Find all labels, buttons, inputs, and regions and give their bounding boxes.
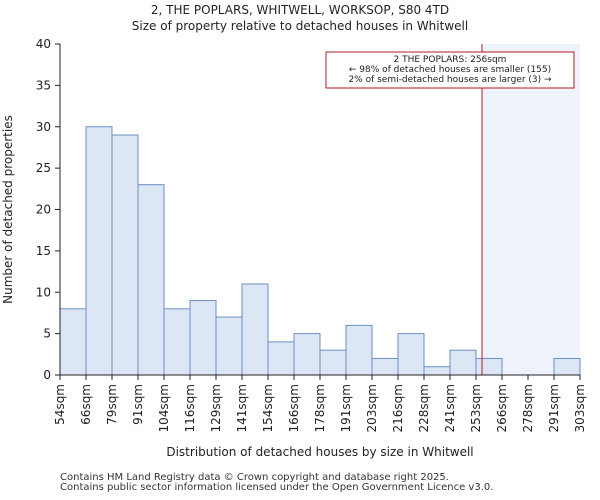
x-tick-label: 266sqm bbox=[495, 384, 509, 432]
x-tick-label: 116sqm bbox=[183, 384, 197, 432]
bar-141sqm bbox=[241, 283, 269, 376]
bar-166sqm bbox=[293, 333, 321, 376]
bar-178sqm bbox=[319, 349, 347, 376]
footer-attribution-1: Contains HM Land Registry data © Crown c… bbox=[60, 472, 449, 483]
x-tick-label: 228sqm bbox=[417, 384, 431, 432]
y-tick-label: 35 bbox=[36, 78, 51, 92]
x-tick-label: 303sqm bbox=[573, 384, 587, 432]
bar-203sqm bbox=[371, 357, 399, 376]
bar-54sqm bbox=[59, 308, 87, 376]
y-tick-label: 5 bbox=[43, 327, 51, 341]
bar-228sqm bbox=[423, 366, 451, 376]
bar-191sqm bbox=[345, 324, 373, 376]
chart-subtitle: Size of property relative to detached ho… bbox=[132, 19, 468, 33]
x-tick-label: 253sqm bbox=[469, 384, 483, 432]
bar-129sqm bbox=[215, 316, 243, 376]
x-tick-label: 104sqm bbox=[157, 384, 171, 432]
bar-104sqm bbox=[163, 308, 191, 376]
y-tick-label: 10 bbox=[36, 285, 51, 299]
y-tick-label: 30 bbox=[36, 120, 51, 134]
x-tick-label: 129sqm bbox=[209, 384, 223, 432]
bar-91sqm bbox=[137, 184, 165, 376]
annotation-line-2: ← 98% of detached houses are smaller (15… bbox=[349, 65, 551, 75]
bar-154sqm bbox=[267, 341, 295, 376]
y-tick-label: 40 bbox=[36, 37, 51, 51]
x-tick-label: 241sqm bbox=[443, 384, 457, 432]
bar-241sqm bbox=[449, 349, 477, 376]
annotation-line-3: 2% of semi-detached houses are larger (3… bbox=[348, 75, 552, 85]
x-tick-label: 203sqm bbox=[365, 384, 379, 432]
x-tick-label: 154sqm bbox=[261, 384, 275, 432]
x-tick-label: 66sqm bbox=[79, 384, 93, 425]
x-tick-label: 166sqm bbox=[287, 384, 301, 432]
x-axis-label: Distribution of detached houses by size … bbox=[166, 445, 473, 459]
y-tick-label: 15 bbox=[36, 244, 51, 258]
x-tick-label: 278sqm bbox=[521, 384, 535, 432]
annotation-box bbox=[325, 51, 575, 89]
x-tick-label: 178sqm bbox=[313, 384, 327, 432]
x-tick-label: 91sqm bbox=[131, 384, 145, 425]
x-tick-label: 79sqm bbox=[105, 384, 119, 425]
x-tick-label: 216sqm bbox=[391, 384, 405, 432]
y-tick-label: 0 bbox=[43, 368, 51, 382]
annotation-line-1: 2 THE POPLARS: 256sqm bbox=[394, 55, 507, 65]
bar-79sqm bbox=[111, 134, 139, 376]
y-tick-label: 20 bbox=[36, 203, 51, 217]
bar-253sqm bbox=[475, 357, 503, 376]
x-tick-label: 191sqm bbox=[339, 384, 353, 432]
bar-116sqm bbox=[189, 300, 217, 376]
footer-attribution-2: Contains public sector information licen… bbox=[60, 482, 494, 493]
chart-title: 2, THE POPLARS, WHITWELL, WORKSOP, S80 4… bbox=[151, 3, 449, 17]
bar-66sqm bbox=[85, 126, 113, 376]
bar-291sqm bbox=[553, 357, 581, 376]
property-annotation: 2 THE POPLARS: 256sqm ← 98% of detached … bbox=[325, 51, 575, 89]
x-tick-label: 54sqm bbox=[53, 384, 67, 425]
bar-216sqm bbox=[397, 333, 425, 376]
y-tick-label: 25 bbox=[36, 161, 51, 175]
y-axis-label: Number of detached properties bbox=[1, 115, 15, 304]
above-property-shade bbox=[482, 44, 580, 375]
x-tick-label: 291sqm bbox=[547, 384, 561, 432]
x-tick-label: 141sqm bbox=[235, 384, 249, 432]
